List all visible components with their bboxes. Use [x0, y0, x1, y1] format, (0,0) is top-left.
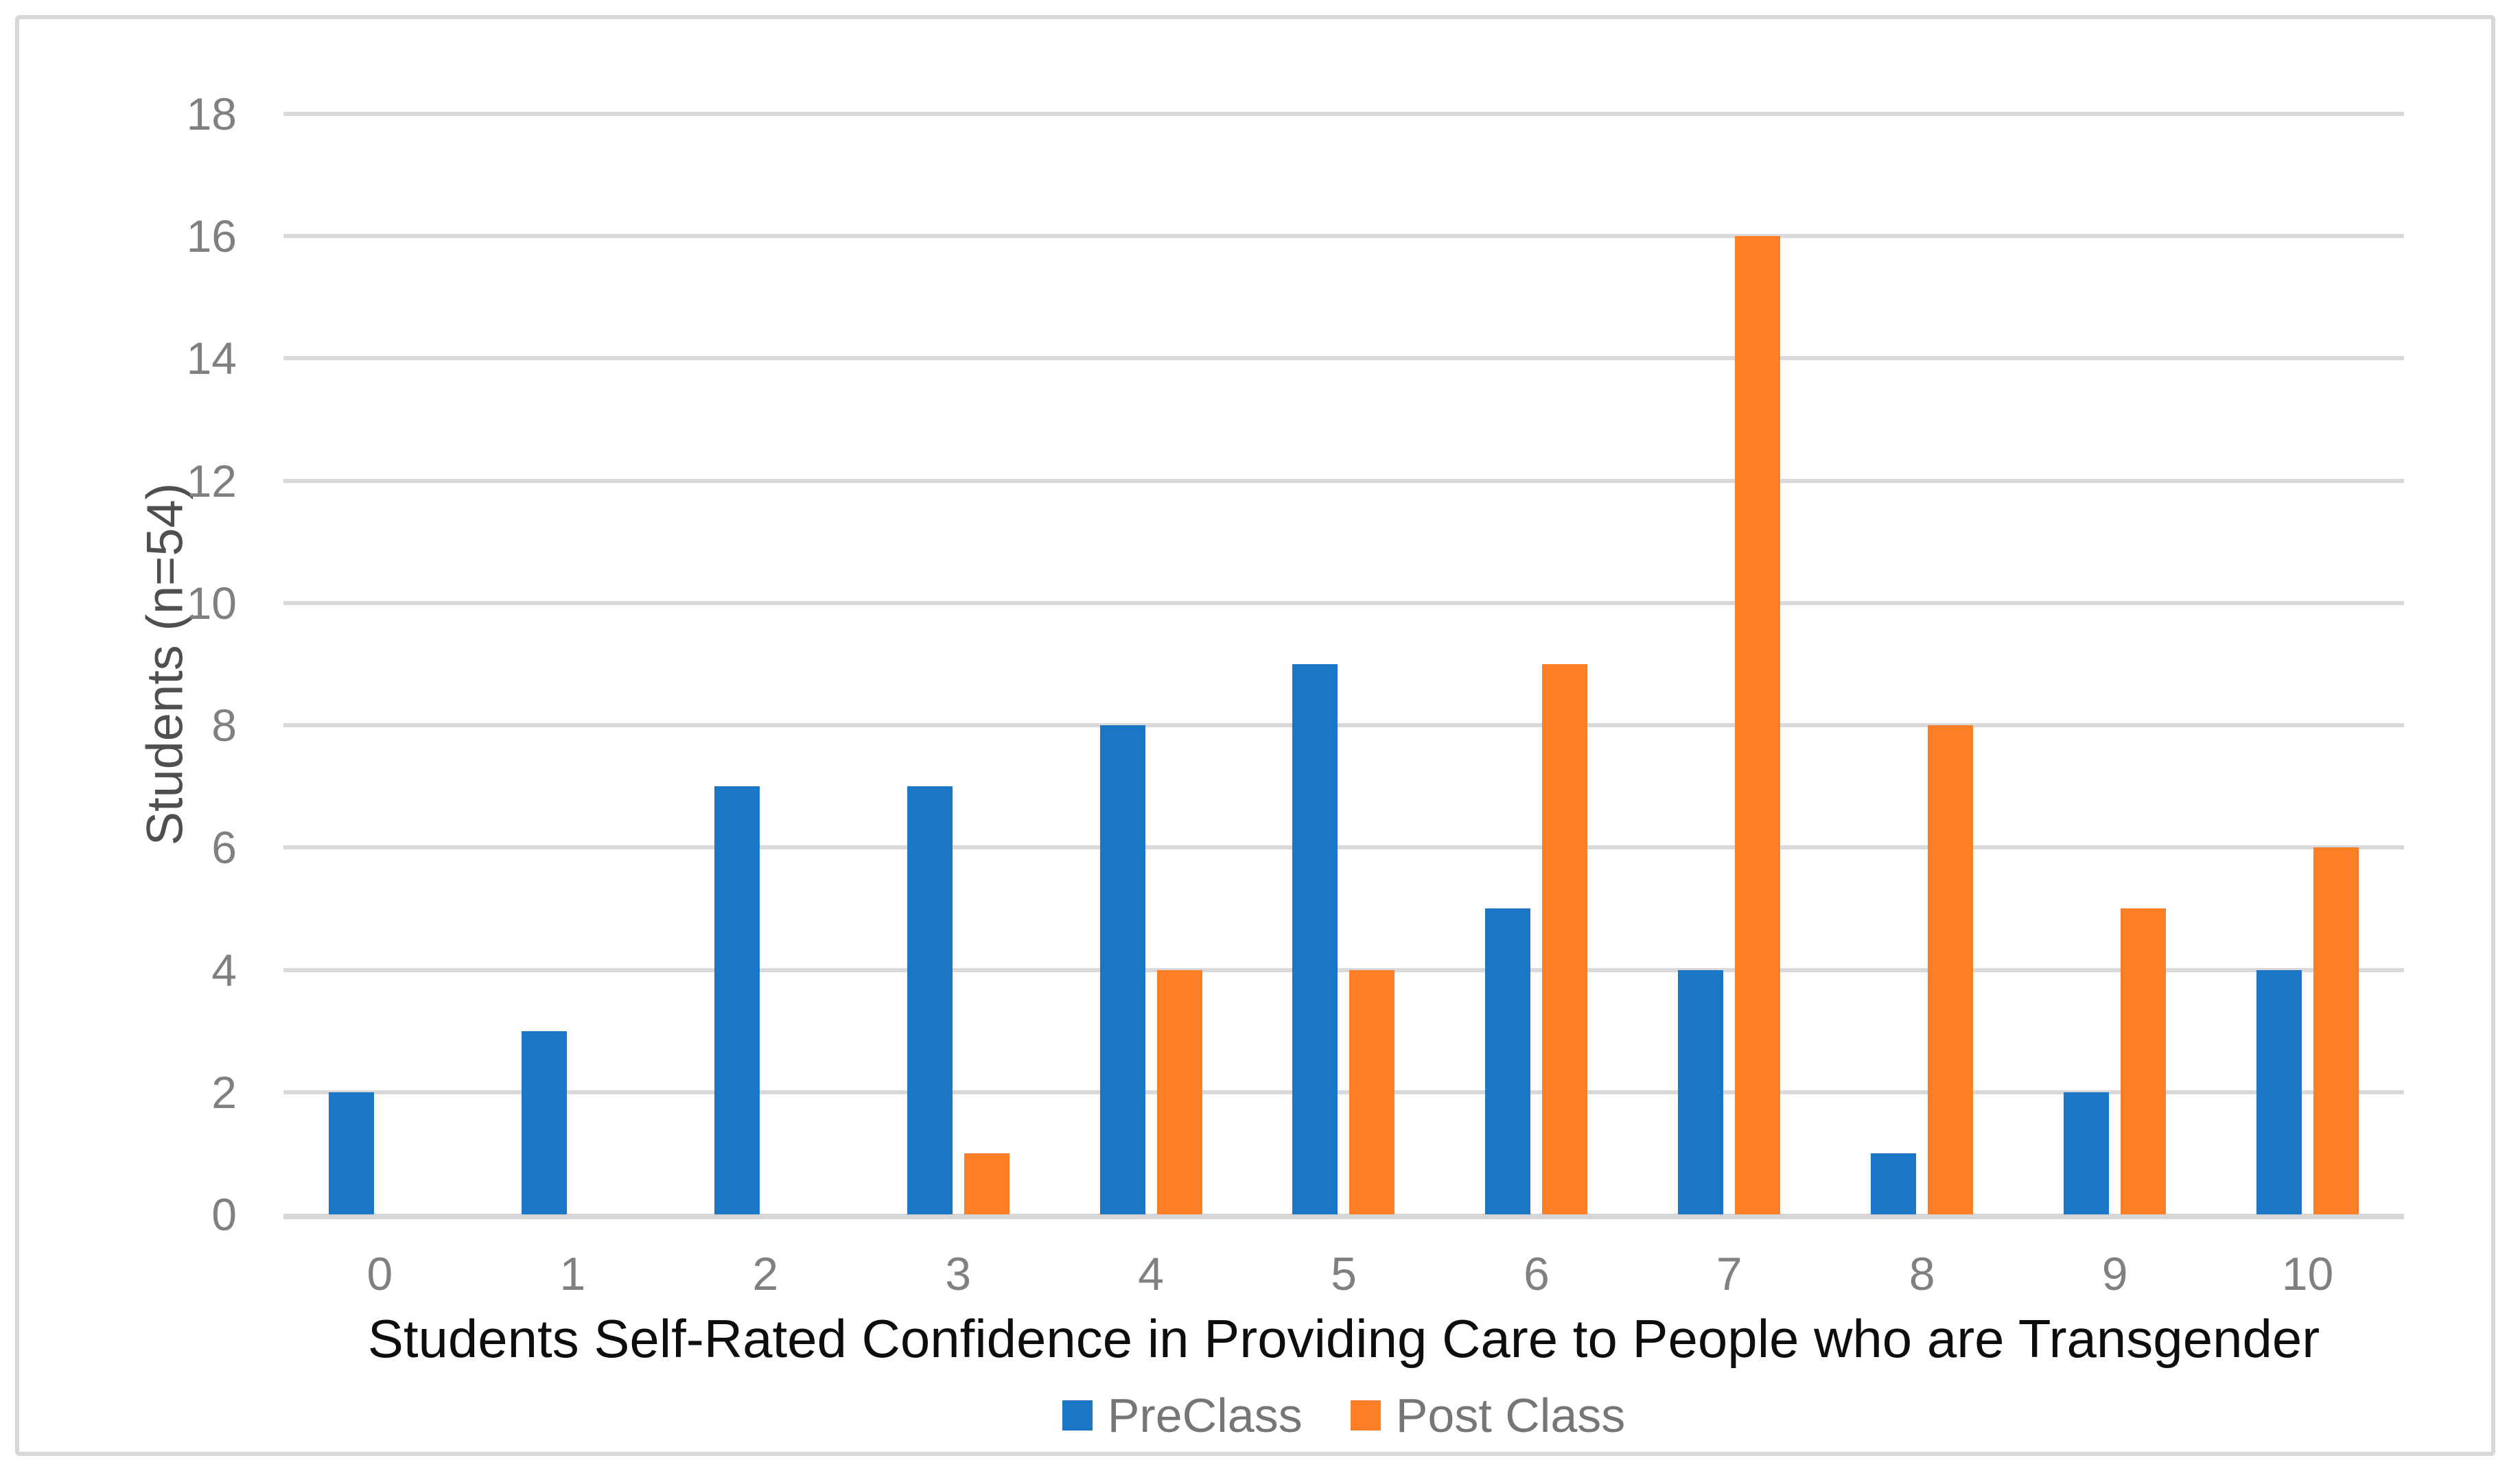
y-tick-label-16: 16	[186, 211, 237, 262]
bar-preclass-x6	[1485, 908, 1531, 1214]
y-tick-label-2: 2	[211, 1066, 237, 1118]
gridline-y-6	[283, 845, 2404, 850]
y-tick-label-18: 18	[186, 89, 237, 139]
category-group-5	[1248, 114, 1440, 1214]
gridline-y-16	[283, 234, 2404, 239]
category-group-9	[2018, 114, 2211, 1214]
gridline-y-10	[283, 600, 2404, 605]
category-group-2	[669, 114, 862, 1214]
category-group-4	[1055, 114, 1248, 1214]
gridline-y-4	[283, 967, 2404, 972]
bar-preclass-x10	[2256, 969, 2302, 1214]
y-tick-label-4: 4	[211, 944, 237, 996]
y-tick-label-6: 6	[211, 822, 237, 873]
category-group-7	[1633, 114, 1825, 1214]
x-tick-label-7: 7	[1716, 1248, 1742, 1300]
x-tick-label-0: 0	[366, 1248, 393, 1300]
bar-post-class-x3	[964, 1153, 1010, 1214]
x-tick-label-4: 4	[1138, 1248, 1164, 1300]
legend-swatch-preclass	[1062, 1400, 1093, 1431]
plot-area	[283, 112, 2404, 1219]
bar-post-class-x5	[1349, 969, 1395, 1214]
y-tick-label-0: 0	[211, 1189, 237, 1240]
bar-post-class-x6	[1542, 664, 1588, 1214]
bar-post-class-x10	[2313, 847, 2359, 1214]
bar-preclass-x4	[1099, 725, 1145, 1214]
x-tick-label-3: 3	[945, 1248, 972, 1300]
x-tick-label-5: 5	[1331, 1248, 1357, 1300]
gridline-y-14	[283, 356, 2404, 361]
x-tick-label-6: 6	[1523, 1248, 1550, 1300]
category-group-1	[476, 114, 669, 1214]
bar-preclass-x1	[521, 1031, 567, 1214]
x-axis-title: Students Self-Rated Confidence in Provid…	[367, 1308, 2320, 1369]
bar-preclass-x5	[1292, 664, 1338, 1214]
y-tick-label-14: 14	[186, 333, 237, 384]
legend-swatch-postclass	[1350, 1400, 1381, 1431]
gridline-y-8	[283, 723, 2404, 728]
legend: PreClass Post Class	[283, 1391, 2404, 1439]
bar-preclass-x2	[714, 786, 760, 1214]
y-tick-label-10: 10	[186, 577, 237, 628]
x-tick-label-10: 10	[2281, 1248, 2334, 1300]
x-tick-label-8: 8	[1909, 1248, 1935, 1300]
bar-post-class-x8	[1928, 725, 1974, 1214]
category-group-0	[283, 114, 476, 1214]
bar-preclass-x3	[907, 786, 953, 1214]
gridline-y-2	[283, 1090, 2404, 1094]
y-tick-label-12: 12	[186, 455, 237, 506]
bar-post-class-x7	[1735, 236, 1781, 1214]
x-tick-label-9: 9	[2101, 1248, 2128, 1300]
category-group-10	[2211, 114, 2404, 1214]
bar-preclass-x0	[328, 1092, 374, 1214]
category-group-6	[1440, 114, 1633, 1214]
category-group-8	[1825, 114, 2018, 1214]
bar-preclass-x7	[1678, 969, 1724, 1214]
bar-preclass-x8	[1871, 1153, 1917, 1214]
gridline-y-18	[283, 112, 2404, 116]
x-tick-label-1: 1	[559, 1248, 586, 1300]
y-tick-label-8: 8	[211, 700, 237, 751]
y-axis-tick-labels: 0 2 4 6 8 10 12 14 16 18	[72, 89, 237, 1240]
x-axis-line	[283, 1214, 2404, 1219]
legend-item-preclass: PreClass	[1062, 1391, 1303, 1439]
gridline-y-12	[283, 478, 2404, 483]
bar-post-class-x9	[2121, 908, 2167, 1214]
x-tick-label-2: 2	[752, 1248, 779, 1300]
x-axis-tick-labels: 0 1 2 3 4 5 6 7 8 9 10	[283, 1243, 2404, 1305]
bar-post-class-x4	[1156, 969, 1202, 1214]
category-group-3	[862, 114, 1055, 1214]
legend-label-preclass: PreClass	[1107, 1389, 1303, 1442]
legend-item-postclass: Post Class	[1350, 1389, 1626, 1442]
legend-label-postclass: Post Class	[1395, 1389, 1626, 1442]
bar-preclass-x9	[2064, 1092, 2110, 1214]
